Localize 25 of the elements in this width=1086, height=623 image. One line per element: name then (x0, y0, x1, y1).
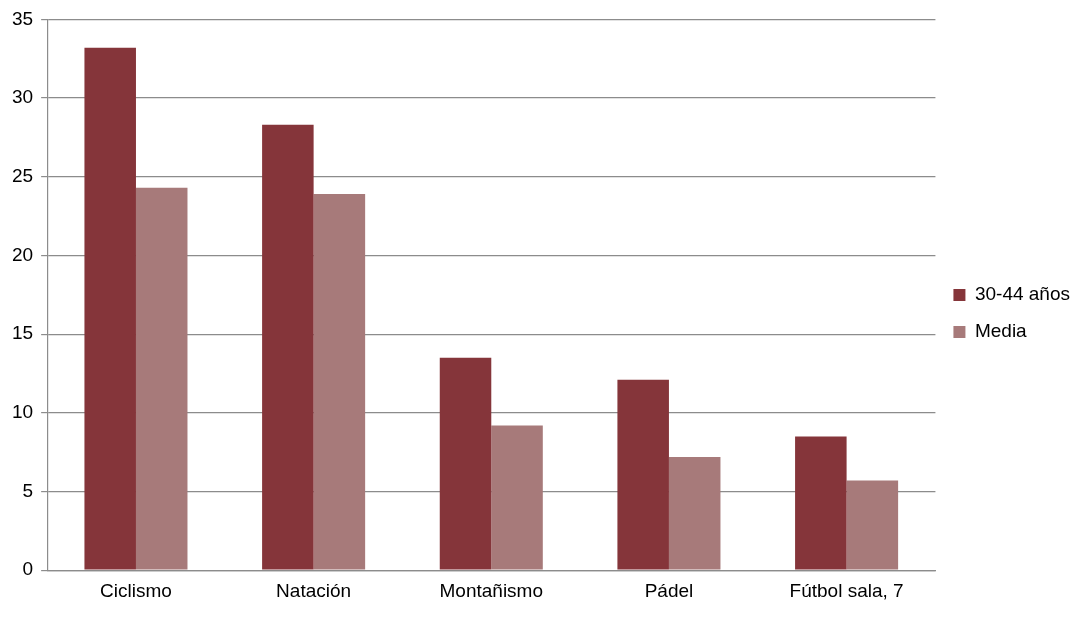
bar (617, 379, 669, 570)
bar (135, 187, 188, 570)
y-tick-label: 15 (11, 322, 34, 344)
bar (795, 436, 847, 570)
x-tick-label: Montañismo (439, 579, 544, 601)
y-tick-label: 25 (11, 165, 34, 187)
y-tick-label: 10 (11, 401, 34, 423)
x-tick-label: Pádel (644, 579, 694, 601)
x-tick-label: Ciclismo (100, 579, 172, 601)
y-tick-label: 30 (11, 86, 34, 108)
legend-label: Media (974, 320, 1028, 342)
legend-label: 30-44 años (974, 283, 1070, 305)
bar (313, 194, 366, 570)
bar (668, 456, 721, 570)
y-tick-label: 20 (11, 243, 34, 265)
bar (439, 357, 492, 570)
x-tick-label: Natación (276, 579, 352, 601)
y-tick-label: 35 (11, 7, 34, 29)
bar (491, 425, 543, 570)
x-tick-label: Fútbol sala, 7 (789, 579, 904, 601)
y-tick-label: 0 (22, 558, 34, 580)
bar (262, 124, 314, 570)
bar (84, 47, 136, 570)
y-tick-label: 5 (22, 479, 34, 501)
bar (846, 480, 899, 570)
